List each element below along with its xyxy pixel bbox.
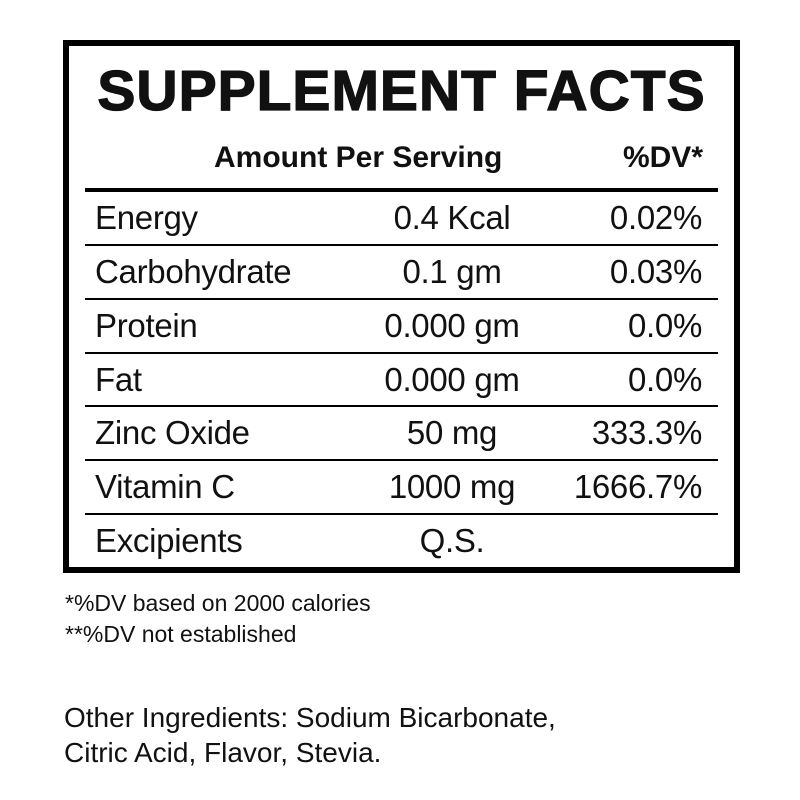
nutrient-name-cell: Protein — [95, 306, 198, 344]
table-row: Energy 0.4 Kcal 0.02% — [85, 192, 718, 244]
nutrient-amount-cell: 50 mg — [406, 414, 498, 452]
nutrient-name-cell: Vitamin C — [95, 468, 235, 506]
table-row: Carbohydrate 0.1 gm 0.03% — [85, 243, 718, 298]
nutrient-dv-cell: 0.0% — [627, 360, 702, 398]
nutrient-dv-cell: 0.02% — [609, 198, 702, 236]
amount-per-serving-header: Amount Per Serving — [214, 141, 503, 174]
nutrient-amount-cell: Q.S. — [419, 522, 485, 560]
panel-title: SUPPLEMENT FACTS — [97, 59, 706, 123]
nutrient-name-cell: Carbohydrate — [95, 252, 292, 290]
nutrient-amount-cell: 0.1 gm — [402, 252, 502, 290]
nutrient-name-cell: Excipients — [95, 522, 243, 560]
nutrient-amount-cell: 0.000 gm — [384, 360, 520, 398]
nutrient-amount-cell: 1000 mg — [388, 468, 516, 506]
facts-rows: Energy 0.4 Kcal 0.02% Carbohydrate 0.1 g… — [85, 192, 718, 567]
nutrient-amount-cell: 0.000 gm — [384, 306, 520, 344]
table-row: Excipients Q.S. — [85, 513, 718, 567]
column-header-row: Amount Per Serving %DV* — [85, 140, 718, 176]
other-ingredients: Other Ingredients: Sodium Bicarbonate, C… — [64, 700, 556, 770]
nutrient-dv-cell: 0.03% — [609, 252, 702, 290]
footnote-dv-calories: *%DV based on 2000 calories — [65, 590, 371, 616]
other-ingredients-line-2: Citric Acid, Flavor, Stevia. — [64, 737, 382, 768]
nutrient-name-cell: Zinc Oxide — [95, 414, 250, 452]
header-divider — [85, 188, 718, 192]
nutrient-name-cell: Energy — [95, 198, 198, 236]
nutrient-dv-cell: 1666.7% — [573, 468, 702, 506]
nutrient-name-cell: Fat — [95, 360, 142, 398]
table-row: Fat 0.000 gm 0.0% — [85, 351, 718, 406]
nutrient-dv-cell: 0.0% — [627, 306, 702, 344]
table-row: Zinc Oxide 50 mg 333.3% — [85, 405, 718, 459]
other-ingredients-line-1: Other Ingredients: Sodium Bicarbonate, — [64, 702, 556, 733]
percent-dv-header: %DV* — [622, 141, 703, 174]
supplement-facts-panel: SUPPLEMENT FACTS Amount Per Serving %DV*… — [63, 40, 740, 573]
table-row: Vitamin C 1000 mg 1666.7% — [85, 459, 718, 513]
nutrient-dv-cell: 333.3% — [591, 414, 702, 452]
nutrient-amount-cell: 0.4 Kcal — [393, 198, 511, 236]
dv-footnotes: *%DV based on 2000 calories **%DV not es… — [65, 588, 371, 650]
table-row: Protein 0.000 gm 0.0% — [85, 297, 718, 352]
footnote-dv-not-established: **%DV not established — [65, 621, 297, 647]
